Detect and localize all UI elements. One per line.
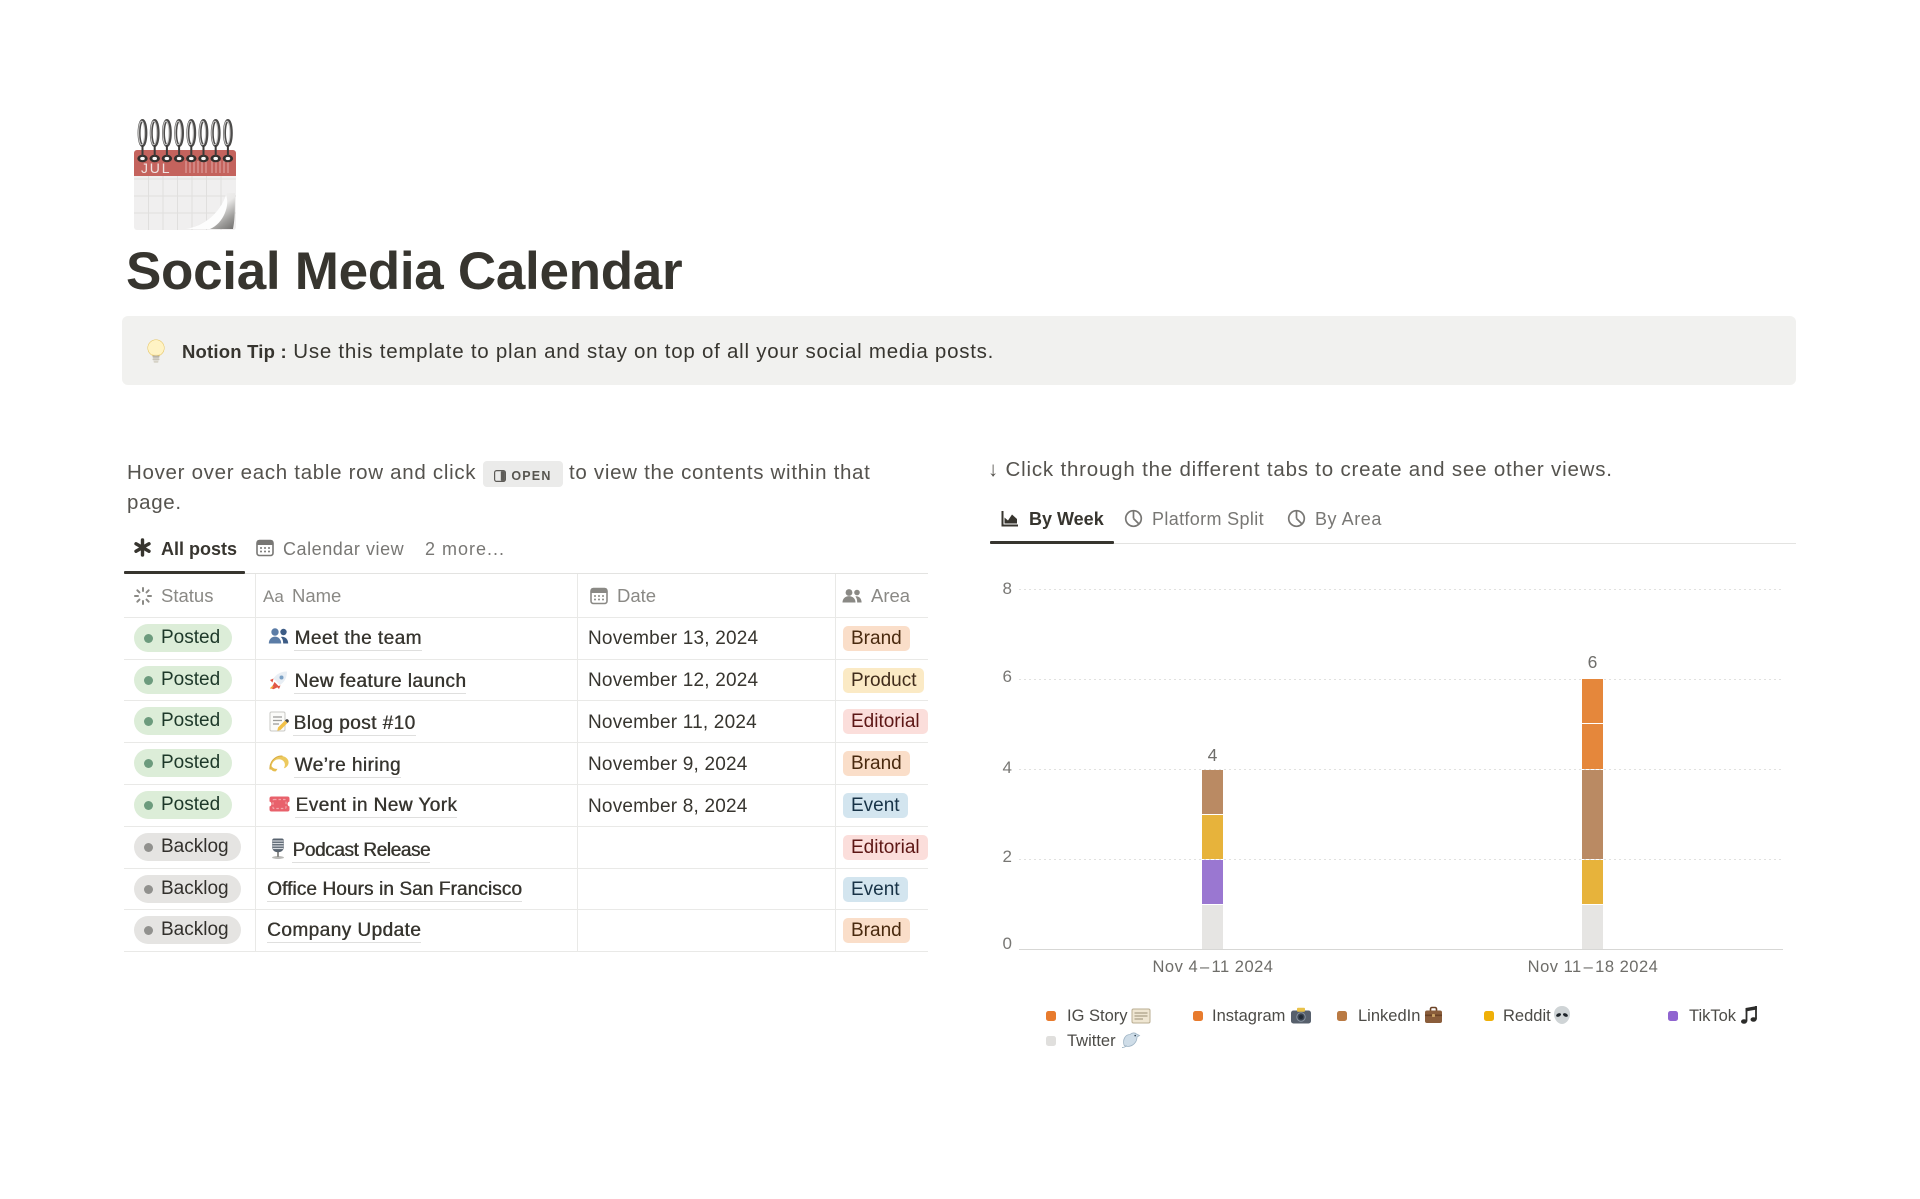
svg-text:JUL: JUL (141, 160, 171, 176)
